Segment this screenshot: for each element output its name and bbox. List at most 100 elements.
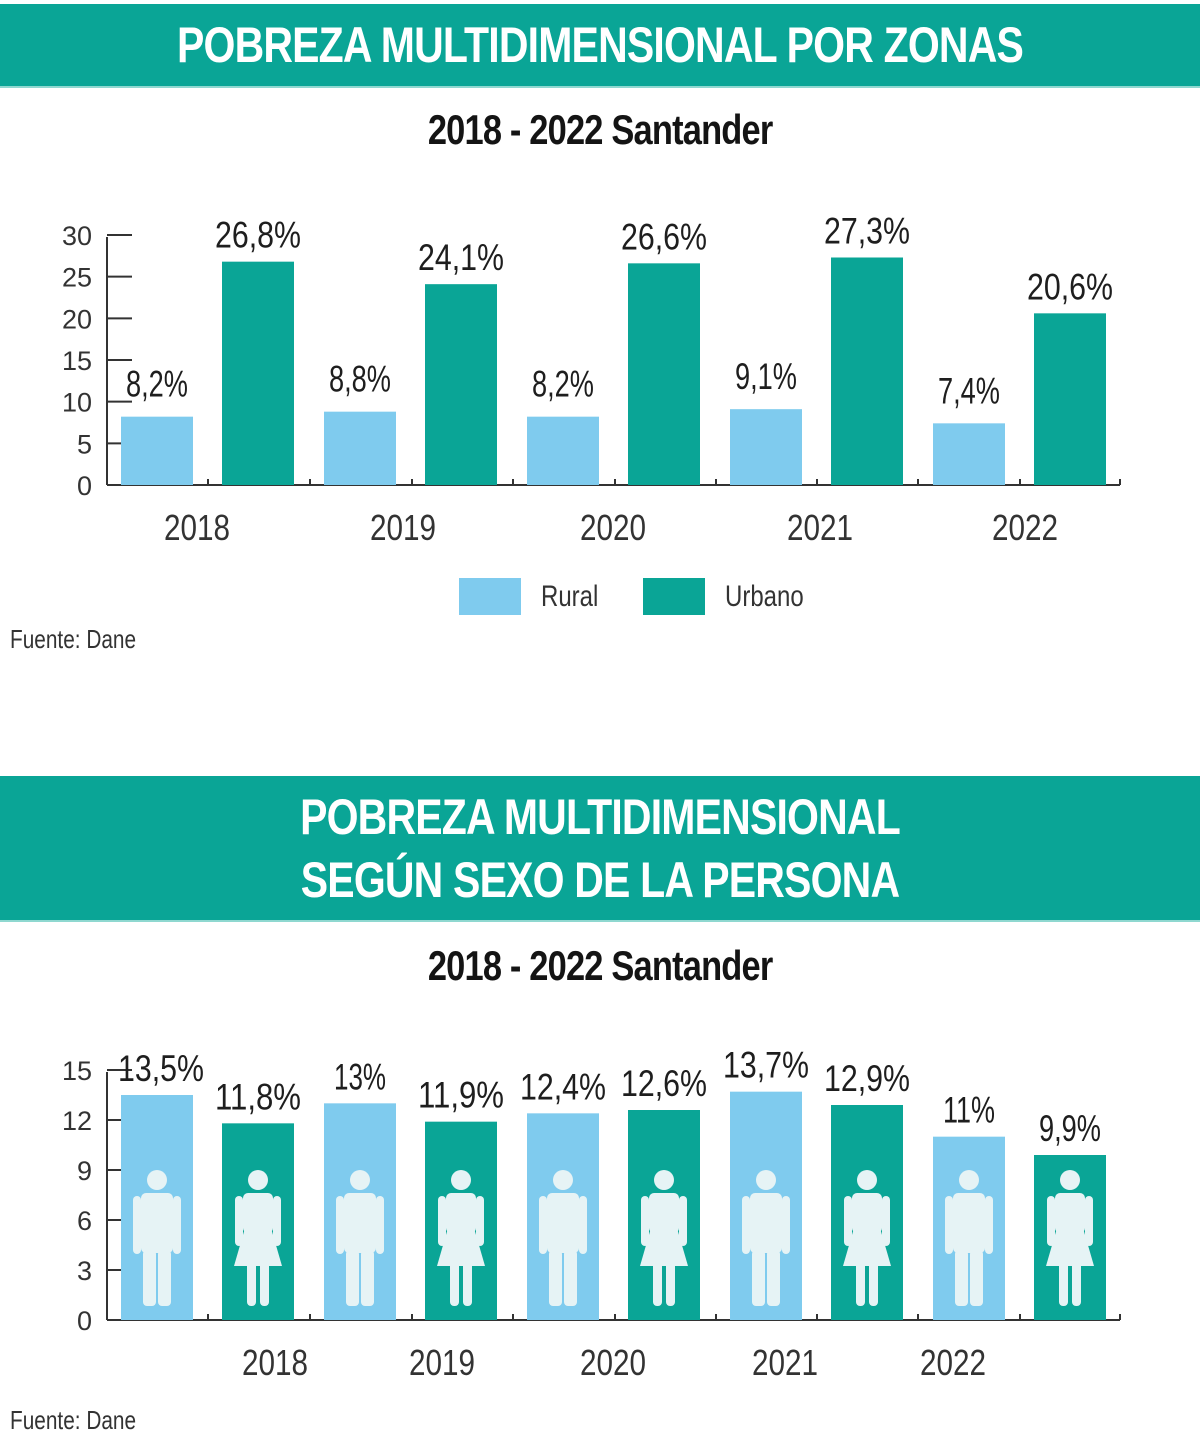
- icon-arm-right: [1085, 1196, 1093, 1246]
- icon-arm-left: [641, 1196, 649, 1246]
- icon-torso: [141, 1193, 173, 1253]
- man-icon: [742, 1170, 790, 1306]
- bar-urbano-2022: [1034, 313, 1106, 485]
- data-label: 11%: [943, 1090, 995, 1131]
- data-label: 20,6%: [1027, 266, 1113, 307]
- x-category-label: 2022: [920, 1342, 986, 1383]
- icon-leg-left: [856, 1262, 865, 1306]
- legend-zonas: Rural Urbano: [459, 578, 853, 615]
- source-sexo: Fuente: Dane: [10, 1405, 137, 1435]
- icon-arm-right: [782, 1196, 790, 1254]
- icon-skirt: [640, 1228, 688, 1266]
- data-label: 8,8%: [329, 359, 391, 400]
- icon-leg-right: [1072, 1262, 1081, 1306]
- y-tick-label: 20: [62, 304, 92, 334]
- icon-leg-right: [361, 1250, 374, 1306]
- icon-skirt: [234, 1228, 282, 1266]
- bar-rural-2020: [527, 416, 599, 485]
- y-tick-label: 10: [62, 388, 92, 418]
- icon-leg-left: [143, 1250, 156, 1306]
- y-tick-label: 0: [77, 471, 92, 501]
- x-category-label: 2022: [992, 507, 1058, 548]
- x-category-label: 2021: [752, 1342, 818, 1383]
- icon-head: [350, 1170, 370, 1190]
- x-category-label: 2019: [409, 1342, 475, 1383]
- icon-leg-right: [666, 1262, 675, 1306]
- icon-arm-left: [539, 1196, 547, 1254]
- icon-arm-left: [945, 1196, 953, 1254]
- woman-icon: [437, 1170, 485, 1306]
- icon-head: [1060, 1170, 1080, 1190]
- icon-leg-right: [767, 1250, 780, 1306]
- icon-arm-left: [742, 1196, 750, 1254]
- x-category-label: 2021: [787, 507, 853, 548]
- data-label: 8,2%: [532, 364, 594, 405]
- icon-leg-right: [158, 1250, 171, 1306]
- title-zonas: POBREZA MULTIDIMENSIONAL POR ZONAS: [176, 17, 1024, 73]
- data-label: 11,9%: [418, 1075, 504, 1116]
- icon-torso: [1055, 1193, 1085, 1233]
- icon-leg-right: [564, 1250, 577, 1306]
- y-tick-label: 12: [62, 1106, 92, 1136]
- bar-rural-2018: [121, 416, 193, 485]
- legend-swatch-urbano: [642, 578, 705, 615]
- x-category-label: 2020: [580, 507, 646, 548]
- icon-leg-left: [346, 1250, 359, 1306]
- icon-arm-right: [476, 1196, 484, 1246]
- icon-leg-left: [752, 1250, 765, 1306]
- title-sexo-line2: SEGÚN SEXO DE LA PERSONA: [300, 852, 900, 908]
- icon-arm-right: [376, 1196, 384, 1254]
- icon-torso: [750, 1193, 782, 1253]
- icon-head: [756, 1170, 776, 1190]
- woman-icon: [234, 1170, 282, 1306]
- icon-torso: [547, 1193, 579, 1253]
- y-tick-label: 0: [77, 1306, 92, 1336]
- data-label: 12,9%: [824, 1058, 910, 1099]
- icon-arm-right: [173, 1196, 181, 1254]
- icon-head: [553, 1170, 573, 1190]
- data-label: 27,3%: [824, 211, 910, 252]
- x-category-label: 2018: [242, 1342, 308, 1383]
- banner-title-zonas: POBREZA MULTIDIMENSIONAL POR ZONAS: [0, 4, 1200, 88]
- subtitle-zonas: 2018 - 2022 Santander: [0, 106, 1200, 154]
- icon-torso: [953, 1193, 985, 1253]
- data-label: 12,4%: [520, 1066, 606, 1107]
- bar-urbano-2019: [425, 284, 497, 485]
- icon-arm-left: [336, 1196, 344, 1254]
- data-label: 13,7%: [723, 1045, 809, 1086]
- icon-leg-right: [869, 1262, 878, 1306]
- legend-swatch-rural: [459, 578, 521, 615]
- icon-arm-left: [133, 1196, 141, 1254]
- man-icon: [945, 1170, 993, 1306]
- banner-title-sexo: POBREZA MULTIDIMENSIONAL SEGÚN SEXO DE L…: [0, 776, 1200, 922]
- icon-head: [959, 1170, 979, 1190]
- icon-torso: [344, 1193, 376, 1253]
- icon-arm-right: [579, 1196, 587, 1254]
- bar-rural-2022: [933, 423, 1005, 485]
- bar-rural-2019: [324, 411, 396, 485]
- icon-leg-right: [260, 1262, 269, 1306]
- icon-arm-right: [273, 1196, 281, 1246]
- source-zonas: Fuente: Dane: [10, 624, 137, 654]
- subtitle-zonas-text: 2018 - 2022 Santander: [427, 106, 773, 153]
- x-category-label: 2018: [164, 507, 230, 548]
- icon-arm-left: [844, 1196, 852, 1246]
- x-category-label: 2019: [370, 507, 436, 548]
- icon-leg-right: [463, 1262, 472, 1306]
- bar-urbano-2018: [222, 261, 294, 485]
- icon-torso: [649, 1193, 679, 1233]
- legend-label-rural: Rural: [541, 579, 599, 613]
- chart-sexo: 0 3 6 9 12 15 13,5% 13% 12,4% 13,7% 11% 11,8% 11,9% 1…: [62, 1045, 1121, 1383]
- man-icon: [336, 1170, 384, 1306]
- subtitle-sexo-text: 2018 - 2022 Santander: [427, 942, 773, 989]
- icon-leg-right: [970, 1250, 983, 1306]
- data-label: 26,6%: [621, 216, 707, 257]
- legend-label-urbano: Urbano: [724, 579, 804, 613]
- y-tick-label: 5: [77, 429, 92, 459]
- bar-urbano-2020: [628, 263, 700, 485]
- icon-torso: [446, 1193, 476, 1233]
- y-tick-label: 30: [62, 221, 92, 251]
- icon-arm-left: [1047, 1196, 1055, 1246]
- man-icon: [133, 1170, 181, 1306]
- icon-arm-left: [235, 1196, 243, 1246]
